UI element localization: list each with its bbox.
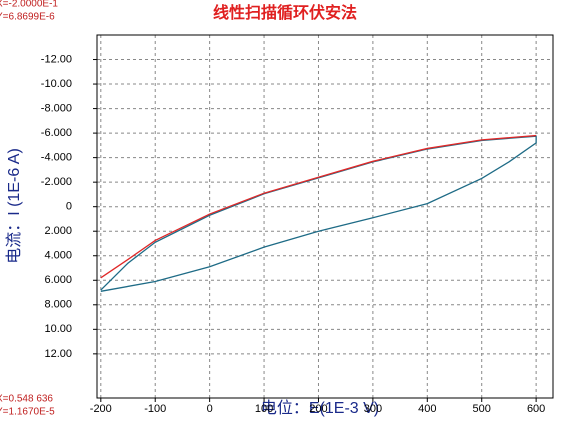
readout: Y=1.1670E-5 — [0, 407, 55, 418]
x-tick-label: 300 — [364, 403, 382, 415]
data-line — [100, 135, 537, 292]
y-tick-label: -12.00 — [41, 53, 72, 65]
y-tick-label: -10.00 — [41, 78, 72, 90]
x-tick-label: 200 — [309, 403, 327, 415]
y-tick-label: 12.00 — [44, 348, 72, 360]
x-tick-label: 600 — [527, 403, 545, 415]
x-tick-label: -200 — [90, 403, 112, 415]
y-tick-label: -2.000 — [41, 176, 72, 188]
y-tick-label: 0 — [66, 201, 72, 213]
plot-frame — [96, 34, 554, 399]
x-tick-label: 400 — [418, 403, 436, 415]
y-tick-label: -6.000 — [41, 127, 72, 139]
x-tick-label: 0 — [207, 403, 213, 415]
y-tick-label: -8.000 — [41, 102, 72, 114]
y-tick-label: -4.000 — [41, 152, 72, 164]
readout: X=-2.0000E-1 — [0, 0, 58, 10]
y-tick-label: 6.000 — [44, 274, 72, 286]
x-tick-label: 100 — [255, 403, 273, 415]
y-tick-label: 8.000 — [44, 299, 72, 311]
chart-title: 线性扫描循环伏安法 — [213, 3, 357, 22]
y-tick-label: 10.00 — [44, 323, 72, 335]
x-tick-label: 500 — [473, 403, 491, 415]
x-tick-label: -100 — [144, 403, 166, 415]
readout: X=0.548 636 — [0, 394, 53, 405]
y-tick-label: 4.000 — [44, 250, 72, 262]
y-tick-label: 2.000 — [44, 225, 72, 237]
y-axis-label: 电流：I (1E-6 A) — [5, 148, 23, 264]
x-axis-label: 电位：E(1E-3 V) — [261, 399, 379, 417]
data-line — [100, 134, 537, 279]
readout: Y=6.8699E-6 — [0, 12, 55, 23]
